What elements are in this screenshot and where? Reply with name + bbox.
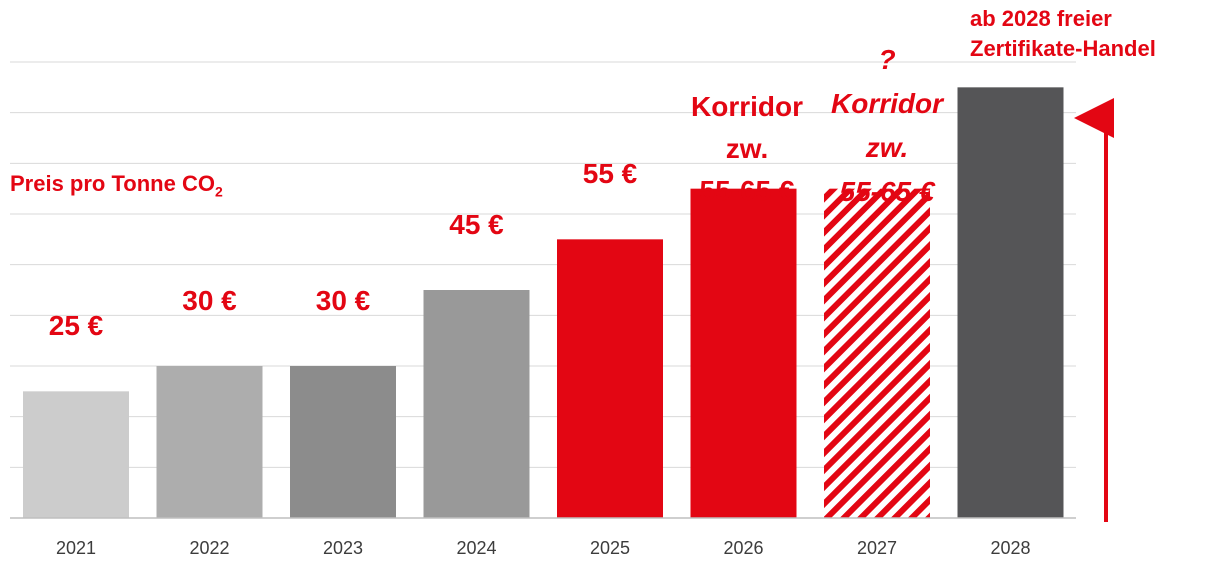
- free-trade-annotation: ab 2028 freier Zertifikate-Handel: [970, 4, 1156, 63]
- bar-2026: [690, 188, 797, 518]
- corridor-2027-line-1: Korridor: [831, 88, 943, 119]
- y-axis-label: Preis pro Tonne CO2: [10, 171, 223, 200]
- value-label-2021: 25 €: [48, 310, 104, 342]
- free-trade-line-1: ab 2028 freier: [970, 6, 1112, 31]
- x-tick-2021: 2021: [55, 538, 97, 558]
- bar-2027: [824, 188, 930, 518]
- bar-2022: [156, 366, 263, 518]
- x-tick-2026: 2026: [723, 538, 764, 558]
- corridor-2027-annotation: ? Korridor zw. 55-65 €: [812, 38, 962, 214]
- x-tick-2022: 2022: [189, 538, 230, 558]
- x-tick-2027: 2027: [856, 538, 898, 558]
- x-tick-2023: 2023: [322, 538, 364, 558]
- value-label-2023: 30 €: [315, 285, 371, 316]
- bars: [23, 87, 1064, 519]
- corridor-2027-question: ?: [878, 44, 896, 75]
- corridor-2027-line-2: zw.: [865, 132, 909, 163]
- bar-2024: [423, 290, 530, 518]
- value-label-2022: 30 €: [182, 285, 237, 316]
- corridor-2026-annotation: Korridor zw. 55-65 €: [672, 86, 822, 212]
- corridor-2026-line-1: Korridor: [691, 91, 803, 122]
- x-tick-2028: 2028: [990, 538, 1031, 558]
- free-trade-line-2: Zertifikate-Handel: [970, 35, 1156, 61]
- value-label-2025: 55 €: [582, 158, 638, 190]
- value-label-2024: 45 €: [449, 209, 504, 240]
- corridor-2026-line-3: 55-65 €: [699, 175, 795, 206]
- x-tick-2025: 2025: [589, 538, 631, 558]
- bar-2021: [23, 391, 129, 518]
- corridor-2027-line-3: 55-65 €: [839, 176, 935, 207]
- corridor-2026-line-2: zw.: [725, 133, 769, 164]
- x-tick-2024: 2024: [456, 538, 497, 558]
- bar-2023: [290, 366, 396, 518]
- bar-2025: [557, 239, 663, 519]
- bar-2028: [957, 87, 1064, 518]
